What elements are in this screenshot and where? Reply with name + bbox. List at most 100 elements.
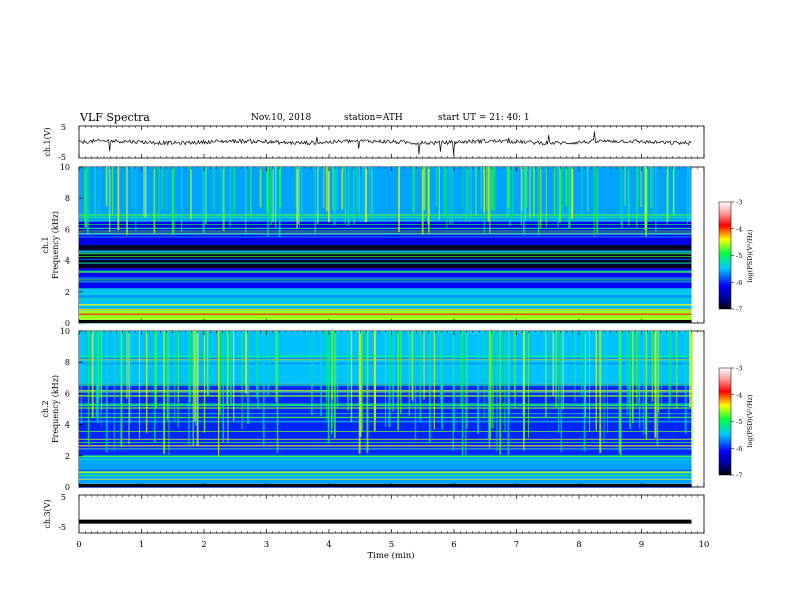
spec1-sferic: [443, 167, 446, 215]
spec1-sferic: [624, 167, 626, 207]
spec1-tone-line: [79, 304, 692, 306]
spec1-sferic: [229, 167, 231, 227]
x-axis-label: Time (min): [367, 550, 414, 561]
spec1-sferic: [335, 167, 338, 210]
spec2-sferic: [233, 331, 235, 421]
spec1-strong-line: [79, 308, 692, 311]
spec2-sferic: [392, 331, 395, 412]
spec1-band-6: [79, 167, 692, 222]
spec2-tone-line: [79, 445, 692, 447]
spec2-strong-line: [79, 455, 692, 457]
cb2-tick-label: -6: [736, 445, 742, 453]
spec2-tone-line: [79, 478, 692, 480]
spec1-sferic: [202, 167, 205, 234]
spec2-sferic: [638, 331, 641, 429]
spec2-sferic: [374, 331, 377, 420]
spec1-sferic: [627, 167, 630, 212]
spec2-sferic: [336, 331, 339, 408]
spec1-sferic: [171, 167, 174, 235]
spec1-sferic: [344, 167, 346, 224]
chart-title: VLF Spectra: [80, 111, 150, 124]
spec2-sferic: [428, 331, 431, 444]
spec1-sferic: [435, 167, 438, 207]
spec2-sferic: [105, 331, 108, 453]
ch1-colorbar-label: log(PSD)(V²/Hz): [746, 229, 754, 282]
ch1-spectrogram-ylabel-line2: Frequency (kHz): [51, 211, 60, 279]
spec1-ytick-label: 2: [65, 288, 70, 297]
spec1-sferic: [105, 167, 108, 207]
spec2-sferic: [440, 331, 442, 408]
spec1-sferic: [465, 167, 467, 222]
spec1-sferic: [358, 167, 360, 215]
spec2-tone-line: [79, 471, 692, 473]
spec1-ytick-label: 6: [65, 225, 70, 234]
spec2-sferic: [660, 331, 662, 410]
spec2-sferic: [189, 331, 191, 403]
spec2-sferic: [588, 331, 591, 432]
spec1-tone-line: [79, 258, 692, 261]
spec1-sferic: [205, 167, 207, 225]
cb1-tick-label: -4: [736, 225, 742, 233]
spec1-sferic: [275, 167, 277, 228]
spec1-sferic: [571, 167, 574, 219]
spec1-sferic: [250, 167, 252, 218]
spec1-sferic: [645, 167, 648, 236]
spec2-sferic: [441, 331, 443, 430]
spec2-sferic: [528, 331, 530, 439]
spec2-sferic: [488, 331, 491, 450]
spec1-sferic: [561, 167, 563, 213]
cb1-tick-label: -5: [736, 252, 742, 260]
spec1-tone-line: [79, 298, 692, 300]
spec1-sferic: [540, 167, 542, 228]
spec1-sferic: [525, 167, 528, 208]
spec2-sferic: [256, 331, 258, 399]
spec2-sferic: [584, 331, 587, 418]
spec2-sferic: [331, 331, 333, 401]
ch2-colorbar-label: log(PSD)(V²/Hz): [746, 394, 754, 447]
ch1-waveform-trace: [78, 131, 692, 155]
spec2-sferic: [241, 331, 243, 430]
spec2-sferic: [411, 331, 413, 400]
spec1-sferic: [220, 167, 222, 214]
xtick-label: 6: [451, 540, 456, 550]
spec1-sferic: [593, 167, 595, 237]
spec1-sferic: [108, 167, 111, 233]
spec1-tone-line: [79, 256, 692, 257]
spec2-tone-line: [79, 486, 692, 488]
spec2-sferic: [583, 331, 586, 452]
spec2-sferic: [412, 331, 414, 403]
start-time-label: start UT = 21: 40: 1: [438, 113, 530, 123]
cb2-tick-label: -4: [736, 391, 742, 399]
spec1-sferic: [328, 167, 330, 223]
spec2-sferic: [262, 331, 265, 446]
spec1-tone-line: [79, 270, 692, 273]
spec1-tone-line: [79, 224, 692, 225]
ch2-colorbar: [718, 367, 732, 476]
spec1-sferic: [489, 167, 491, 234]
xtick-label: 3: [264, 540, 269, 550]
spec1-sferic: [371, 167, 374, 222]
spec1-sferic: [298, 167, 300, 227]
spec2-sferic: [595, 331, 597, 431]
spec2-sferic: [192, 331, 194, 447]
spec1-sferic: [449, 167, 451, 225]
spec2-sferic: [419, 331, 421, 421]
spec1-sferic: [491, 167, 493, 211]
spec2-ytick-label: 8: [65, 358, 70, 367]
spec2-sferic: [562, 331, 564, 410]
spec2-tone-line: [79, 448, 692, 450]
cb1-tick-label: -6: [736, 279, 742, 287]
spec2-sferic: [574, 331, 576, 402]
spec1-tone-line: [79, 233, 692, 235]
spec2-ytick-label: 6: [65, 389, 70, 398]
spec1-ytick-label: 0: [65, 319, 70, 328]
spec2-sferic: [684, 331, 687, 434]
spec1-sferic: [652, 167, 654, 215]
ch1-ytick-top: 5: [61, 123, 66, 132]
spec2-sferic: [333, 331, 336, 439]
spec1-sferic: [245, 167, 247, 233]
spec1-sferic: [153, 167, 156, 234]
spec1-sferic: [655, 167, 657, 233]
spec2-sferic: [645, 331, 648, 441]
